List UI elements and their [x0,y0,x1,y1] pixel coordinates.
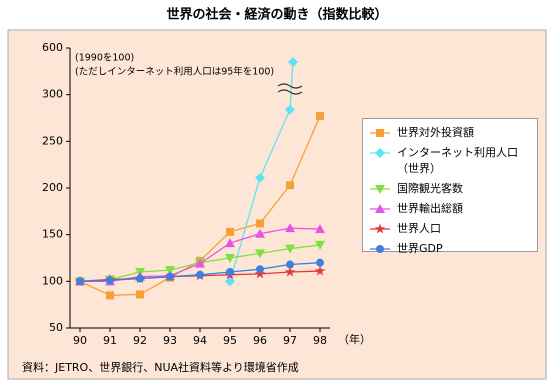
marker [106,291,114,300]
series-line [229,61,294,282]
marker [255,228,265,238]
y-tick-label: 200 [42,181,63,194]
marker [195,258,205,268]
marker [374,223,386,234]
legend-swatch [370,245,390,253]
marker [76,277,84,286]
marker [166,272,174,281]
legend-label: 世界GDP [397,242,443,255]
legend-swatch [370,223,390,234]
legend-item: 世界GDP [369,241,533,257]
x-tick-label: 97 [283,334,297,347]
marker [225,238,235,248]
x-tick-label: 90 [73,334,87,347]
legend-item: インターネット利用人口（世界） [369,145,533,177]
legend: 世界対外投資額インターネット利用人口（世界） 国際観光客数 世界輸出総額 世界人口世界… [362,118,538,255]
marker [288,57,298,67]
legend-swatch [370,185,390,194]
y-tick-label: 150 [42,228,63,241]
legend-label: 世界対外投資額 [397,126,474,139]
legend-label: 世界輸出総額 [397,202,463,215]
x-tick-label: 92 [133,334,147,347]
marker [136,274,144,283]
marker [106,276,114,285]
y-tick-label: 100 [42,274,63,287]
y-tick-label: 250 [42,134,63,147]
x-tick-label: 93 [163,334,177,347]
legend-label: 世界人口 [397,222,441,235]
marker [226,227,234,236]
marker [165,266,175,276]
y-tick-label: 50 [49,321,63,334]
legend-swatch [370,204,390,213]
marker [286,260,294,269]
marker [225,276,235,287]
legend-item: 世界人口 [369,221,533,237]
marker [316,112,324,121]
marker [286,181,294,190]
marker [136,290,144,299]
marker [255,249,265,259]
marker [285,104,295,115]
x-tick-label: 91 [103,334,117,347]
marker [375,148,385,158]
legend-item: 世界輸出総額 [369,201,533,217]
marker [285,244,295,254]
legend-swatch [370,148,390,158]
marker [254,268,266,279]
marker [375,204,385,213]
marker [226,268,234,276]
marker [284,266,296,277]
marker [316,258,324,267]
marker [256,265,264,274]
legend-swatch [370,129,390,137]
legend-item: 国際観光客数 [369,181,533,197]
marker [376,245,384,253]
marker [225,254,235,263]
x-unit: （年） [338,332,371,346]
y-tick-label: 300 [42,88,63,101]
marker [255,172,265,183]
marker [196,270,204,279]
annotation: (1990を100) [75,53,134,64]
marker [315,224,325,234]
marker [285,223,295,233]
annotation: (ただしインターネット利用人口は95年を100) [75,66,274,78]
y-tick-label: 600 [42,41,63,54]
x-tick-label: 96 [253,334,267,347]
legend-item: 世界対外投資額 [369,125,533,141]
x-tick-label: 98 [313,334,327,347]
marker [376,129,384,137]
chart-title: 世界の社会・経済の動き（指数比較） [166,7,387,23]
legend-label: 国際観光客数 [397,182,463,195]
axis-break [277,83,303,95]
marker [256,219,264,228]
marker [314,265,326,276]
marker [315,240,325,250]
legend-label: インターネット利用人口（世界） [397,146,518,175]
marker [375,185,385,194]
source: 資料：JETRO、世界銀行、NUA社資料等より環境省作成 [22,360,299,374]
x-tick-label: 94 [193,334,207,347]
x-tick-label: 95 [223,334,237,347]
